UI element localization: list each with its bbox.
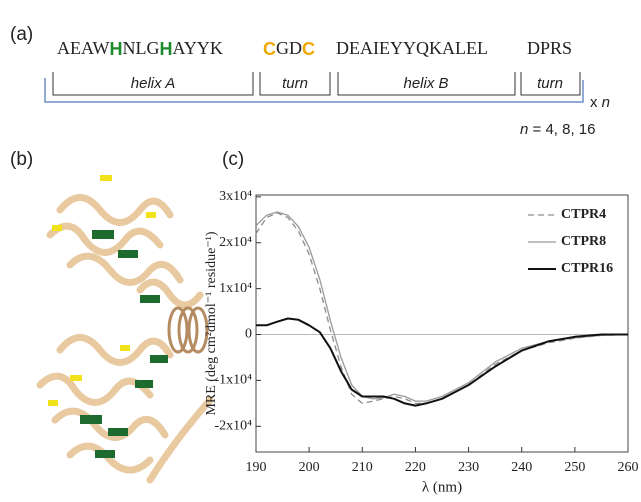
y-tick-label: 1x10⁴: [219, 281, 252, 296]
bracket: [337, 72, 516, 96]
residue: C: [263, 39, 276, 59]
residue: AEAW: [57, 38, 110, 58]
region-labels: helix A turn helix B turn: [131, 75, 563, 92]
helix-ribbon: [46, 222, 164, 256]
repeat-line: [44, 78, 584, 103]
chart: 3x10⁴ 2x10⁴ 1x10⁴ 0 -1x10⁴ -2x10⁴ 190 200 210 220…: [204, 189, 638, 495]
x-tick-label: 260: [618, 460, 639, 475]
residue: H: [110, 39, 123, 59]
residue: AYYK: [173, 38, 223, 58]
plot-frame: [255, 194, 629, 453]
sequence-group: DEAIEYYQKALEL: [336, 38, 488, 58]
helix-ribbon: [136, 278, 204, 309]
x-tick-label: 200: [299, 460, 320, 475]
side-chain: [95, 450, 115, 458]
helix-axis: [167, 306, 189, 354]
x-tick-label: 210: [352, 460, 373, 475]
legend-label: CTPR16: [561, 261, 613, 276]
side-chain: [92, 230, 114, 239]
residue: NLG: [123, 38, 160, 58]
repeat-var: n: [602, 94, 610, 111]
region-brackets: [52, 72, 581, 96]
cysteine: [146, 212, 156, 218]
y-tick-label: 3x10⁴: [219, 189, 252, 204]
n-values: = 4, 8, 16: [533, 121, 596, 138]
x-tick-label: 230: [458, 460, 479, 475]
residue: DPRS: [527, 38, 572, 58]
side-chain: [80, 415, 102, 424]
cysteine: [70, 375, 82, 381]
y-tick-label: -1x10⁴: [214, 373, 252, 388]
panel-label: (c): [222, 149, 244, 170]
side-chain: [140, 295, 160, 303]
legend-label: CTPR4: [561, 207, 606, 222]
region-label: turn: [537, 75, 563, 92]
x-tick-label: 220: [405, 460, 426, 475]
cysteine: [120, 345, 130, 351]
helix-ribbon: [56, 194, 174, 226]
cysteine: [48, 400, 58, 406]
residue: DEAIEYYQKALEL: [336, 38, 488, 58]
n-note: n = 4, 8, 16: [520, 121, 595, 138]
protein-structure: [36, 175, 214, 484]
x-tick-label: 190: [246, 460, 267, 475]
helix-axis: [177, 306, 199, 354]
y-axis-label: MRE (deg cm²dmol⁻¹ residue⁻¹): [204, 231, 219, 415]
region-label: helix B: [403, 75, 448, 92]
sequence-group: DPRS: [527, 38, 572, 58]
region-label: turn: [282, 75, 308, 92]
bracket: [259, 72, 331, 96]
sequence-group: AEAWHNLGHAYYK: [57, 38, 223, 59]
helix-ribbon: [36, 372, 154, 406]
y-tick-label: -2x10⁴: [214, 419, 252, 434]
helix-ribbon: [56, 334, 174, 366]
panel-label: (b): [10, 149, 33, 170]
side-chain: [135, 380, 153, 388]
helix-ribbon: [51, 407, 169, 441]
residue: GD: [276, 38, 302, 58]
side-chain: [150, 355, 168, 363]
loop: [146, 396, 214, 484]
series-line: [256, 317, 628, 407]
cysteine: [52, 225, 62, 231]
side-chain: [108, 428, 128, 436]
x-tick-label: 240: [511, 460, 532, 475]
series-line: [255, 211, 629, 402]
bracket: [52, 72, 254, 96]
panel-label: (a): [10, 24, 33, 45]
n-var: n: [520, 121, 528, 138]
side-chain: [118, 250, 138, 258]
cysteine: [100, 175, 112, 181]
helix-ribbon: [66, 252, 184, 286]
bracket: [520, 72, 581, 96]
residue: C: [302, 39, 315, 59]
helix-axis: [187, 306, 209, 354]
repeat-label: x n: [590, 94, 610, 111]
y-tick-label: 2x10⁴: [219, 235, 252, 250]
repeat-symbol: x: [590, 94, 598, 111]
legend-label: CTPR8: [561, 234, 606, 249]
y-tick-label: 0: [245, 327, 252, 342]
residue: H: [160, 39, 173, 59]
x-tick-label: 250: [564, 460, 585, 475]
sequence-group: CGDC: [263, 38, 315, 59]
helix-ribbon: [66, 442, 154, 474]
sequence: AEAWHNLGHAYYK CGDC DEAIEYYQKALEL DPRS: [57, 38, 572, 59]
x-axis-label: λ (nm): [422, 479, 462, 495]
region-label: helix A: [131, 75, 175, 92]
